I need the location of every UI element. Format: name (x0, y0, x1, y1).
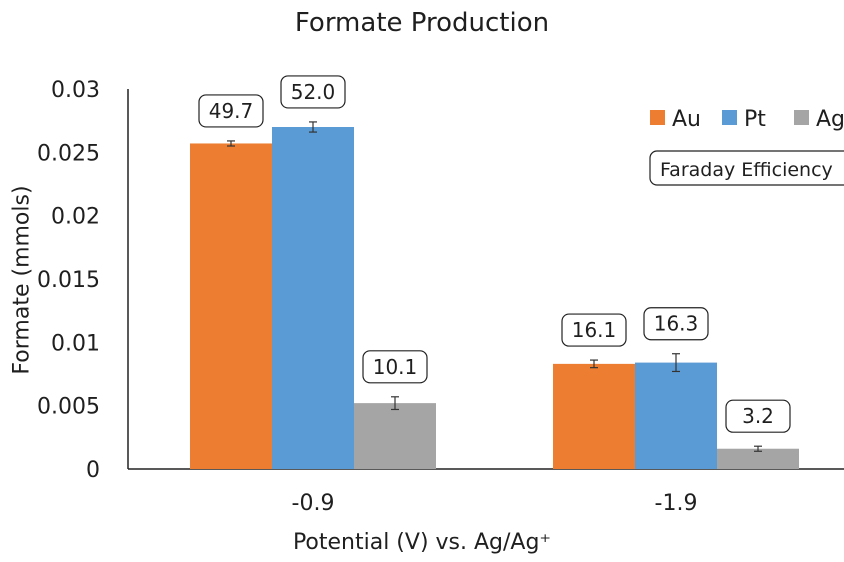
legend-swatch-pt (722, 110, 737, 125)
bar-pt (272, 127, 354, 469)
data-label-box (280, 75, 346, 109)
legend-swatch-au (650, 110, 665, 125)
bar-au (553, 363, 635, 469)
faraday-efficiency-box (649, 150, 844, 186)
data-label-box (198, 94, 264, 128)
chart-title: Formate Production (294, 8, 550, 38)
legend-label-pt: Pt (744, 107, 766, 132)
data-label: 16.1 (572, 318, 617, 342)
y-tick-label: 0.03 (51, 78, 100, 103)
bar-ag (717, 448, 799, 469)
y-tick-label: 0.025 (37, 141, 100, 166)
x-tick-label: -1.9 (655, 491, 698, 516)
legend-label-au: Au (672, 107, 701, 132)
x-tick-label: -0.9 (292, 491, 335, 516)
data-label: 49.7 (209, 99, 254, 123)
y-tick-label: 0.005 (37, 395, 100, 420)
y-tick-label: 0.015 (37, 268, 100, 293)
legend-label-ag: Ag (816, 107, 844, 132)
data-label: 3.2 (742, 404, 774, 428)
legend-swatch-ag (794, 110, 809, 125)
bar-ag (354, 403, 436, 469)
data-label-box (643, 307, 709, 341)
data-label: 52.0 (291, 80, 336, 104)
data-label: 10.1 (373, 355, 418, 379)
y-tick-label: 0.02 (51, 205, 100, 230)
bar-pt (635, 362, 717, 469)
data-label-box (725, 399, 791, 433)
y-tick-label: 0 (86, 458, 100, 483)
data-label: 16.3 (654, 312, 699, 336)
data-label-box (561, 313, 627, 347)
faraday-efficiency-label: Faraday Efficiency (660, 159, 833, 181)
bar-au (190, 143, 272, 469)
y-tick-label: 0.01 (51, 331, 100, 356)
data-label-box (362, 350, 428, 384)
x-axis-label: Potential (V) vs. Ag/Ag⁺ (292, 530, 552, 555)
